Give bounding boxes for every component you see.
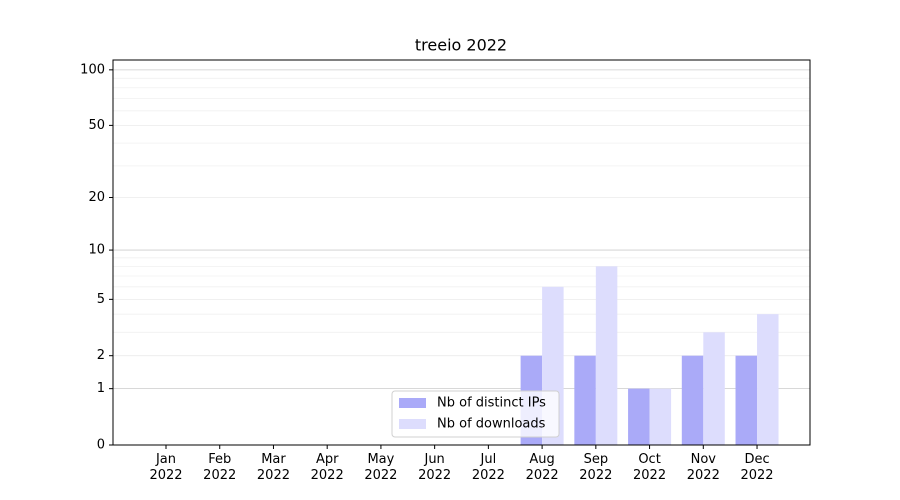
- x-tick-label: May 2022: [364, 452, 398, 483]
- y-tick-label: 20: [88, 190, 105, 205]
- bar: [735, 355, 758, 445]
- bar: [703, 332, 725, 445]
- bar: [628, 388, 650, 445]
- bar: [681, 355, 704, 445]
- x-tick-label: Sep 2022: [579, 452, 613, 483]
- y-tick-label: 100: [80, 62, 105, 77]
- y-tick-label: 1: [97, 381, 105, 396]
- legend-label: Nb of distinct IPs: [437, 396, 546, 411]
- x-tick-label: Apr 2022: [310, 452, 344, 483]
- legend: Nb of distinct IPs Nb of downloads: [391, 390, 560, 438]
- x-tick-label: Jan 2022: [149, 452, 183, 483]
- legend-label: Nb of downloads: [437, 417, 546, 432]
- x-tick-label: Dec 2022: [740, 452, 774, 483]
- x-tick-label: Nov 2022: [686, 452, 720, 483]
- x-tick-label: Aug 2022: [525, 452, 559, 483]
- x-tick-label: Mar 2022: [256, 452, 290, 483]
- bar: [649, 388, 672, 445]
- bar: [757, 314, 779, 445]
- legend-swatch: [399, 419, 426, 429]
- chart-title: treeio 2022: [415, 36, 507, 55]
- y-tick-label: 0: [97, 438, 105, 453]
- x-tick-label: Feb 2022: [203, 452, 237, 483]
- x-tick-label: Oct 2022: [633, 452, 667, 483]
- plot-frame: [112, 59, 811, 446]
- y-tick-label: 5: [97, 292, 105, 307]
- y-tick-label: 50: [88, 118, 105, 133]
- x-tick-label: Jun 2022: [418, 452, 452, 483]
- y-tick-label: 10: [88, 243, 105, 258]
- y-tick-label: 2: [97, 348, 105, 363]
- legend-swatch: [399, 398, 426, 408]
- legend-box: [391, 390, 560, 438]
- bar: [595, 266, 618, 445]
- bar: [574, 355, 596, 445]
- x-tick-label: Jul 2022: [471, 452, 505, 483]
